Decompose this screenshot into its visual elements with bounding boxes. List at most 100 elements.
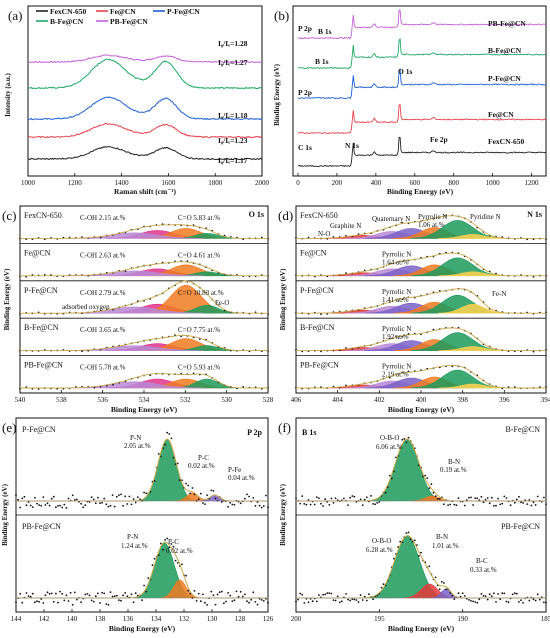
data-point (434, 576, 437, 579)
data-point (244, 497, 246, 500)
data-point (449, 592, 452, 594)
data-point (480, 495, 483, 498)
data-point (532, 501, 535, 504)
data-point (212, 490, 215, 492)
data-point (528, 599, 531, 602)
data-point (71, 494, 74, 497)
data-point (55, 592, 57, 595)
data-point (424, 474, 427, 477)
data-point (235, 590, 238, 593)
peak-label: O-B-O (372, 537, 391, 545)
raman-series-line (27, 122, 263, 139)
data-point (309, 503, 312, 506)
series-label: P-Fe@CN (488, 74, 521, 83)
data-point (488, 593, 491, 596)
raman-series-line (27, 54, 263, 64)
data-point (363, 595, 366, 598)
row-name: FexCN-650 (300, 211, 338, 220)
data-point (262, 600, 265, 602)
survey-series-line (297, 68, 547, 100)
data-point (143, 584, 146, 587)
peak-label: B-C (476, 557, 488, 565)
data-point (395, 456, 397, 459)
data-point (130, 593, 133, 596)
data-point (486, 497, 489, 499)
data-point (324, 593, 327, 596)
data-point (193, 493, 196, 496)
fit-component (411, 220, 504, 239)
data-point (443, 503, 445, 506)
data-point (430, 483, 433, 486)
data-point (322, 505, 324, 507)
data-point (507, 601, 510, 604)
data-point (453, 598, 456, 600)
x-tick-label: 1800 (208, 179, 223, 187)
ratio-label: I₀/Iₑ=1.28 (218, 39, 248, 48)
data-point (474, 497, 477, 499)
data-point (313, 503, 316, 506)
data-point (244, 593, 246, 596)
data-point (260, 506, 263, 509)
data-point (390, 477, 393, 480)
fit-component (160, 579, 199, 599)
peak-label: O 1s (398, 67, 412, 76)
series-label: Fe@CN (488, 110, 514, 119)
data-point (122, 594, 124, 597)
data-point (80, 601, 82, 603)
data-point (185, 574, 188, 577)
x-tick-label: 140 (67, 615, 78, 623)
data-point (107, 603, 110, 606)
data-point (134, 501, 137, 504)
data-point (461, 592, 464, 595)
data-point (349, 496, 352, 499)
x-tick-label: 800 (448, 179, 459, 187)
data-point (242, 386, 245, 388)
data-point (518, 495, 520, 498)
data-point (103, 592, 106, 595)
x-tick-label: 185 (541, 615, 550, 623)
data-point (484, 498, 487, 501)
data-point (227, 592, 230, 594)
data-point (260, 599, 263, 601)
data-point (37, 388, 40, 390)
data-point (59, 504, 61, 507)
data-point (443, 582, 445, 584)
peak-label: N 1s (345, 141, 359, 150)
peak-label: C-OH 2.79 at.% (80, 289, 126, 297)
data-point (122, 504, 124, 507)
data-point (103, 497, 106, 500)
data-point (401, 438, 404, 441)
data-point (258, 504, 261, 507)
peak-label: C-OH 2.63 at.% (80, 251, 126, 259)
data-point (34, 601, 36, 604)
data-point (143, 491, 146, 494)
row-name: P-Fe@CN (300, 286, 334, 295)
data-point (401, 335, 404, 338)
data-point (445, 588, 447, 591)
x-tick-label: 536 (97, 396, 108, 404)
fit-envelope (20, 373, 268, 389)
data-point (246, 493, 248, 496)
panel-e-xlabel: Binding Energy (eV) (109, 624, 176, 633)
x-tick-label: 138 (95, 615, 106, 623)
data-point (474, 601, 477, 603)
peak-label: C=O 10.83 at.% (178, 289, 224, 297)
data-point (528, 499, 531, 501)
data-point (399, 540, 402, 543)
peak-label: P-Fe (228, 466, 241, 474)
data-point (299, 502, 302, 505)
data-point (256, 603, 259, 606)
data-point (503, 495, 506, 498)
fit-envelope (20, 224, 268, 239)
fit-envelope (296, 327, 546, 352)
data-point (59, 590, 61, 593)
peak-label: P 2p (298, 88, 312, 97)
peak-label: 2.05 at.% (124, 442, 151, 450)
data-point (214, 603, 217, 606)
data-point (164, 443, 167, 446)
x-tick-label: 1600 (161, 179, 176, 187)
data-point (303, 602, 306, 604)
x-tick-label: 1200 (525, 179, 540, 187)
raman-series-line (27, 146, 263, 161)
fit-envelope (20, 261, 268, 277)
